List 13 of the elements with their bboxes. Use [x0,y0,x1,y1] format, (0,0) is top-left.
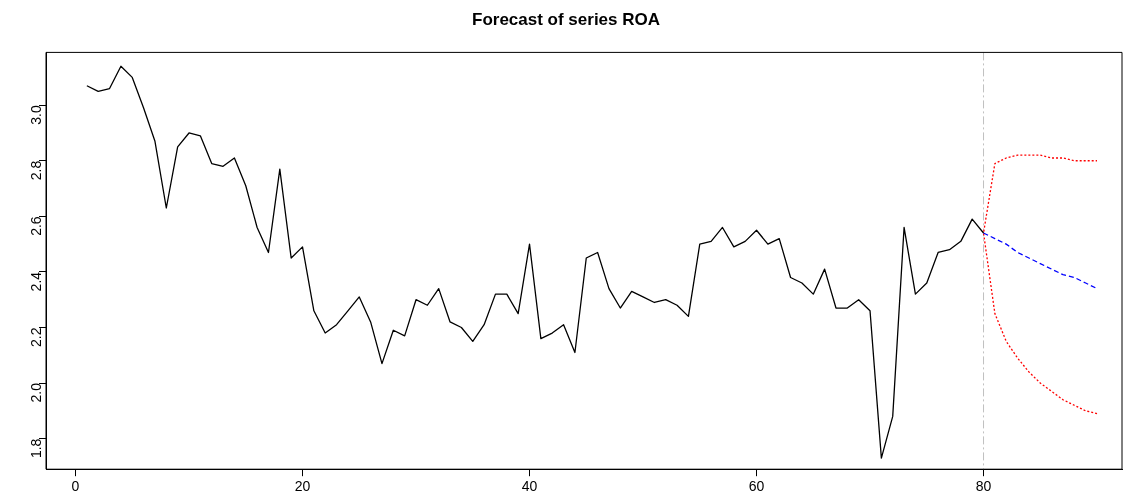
y-tick-label: 2.0 [27,382,44,403]
x-tick-label: 80 [975,478,992,495]
x-tick-label: 20 [294,478,311,495]
y-tick-label: 2.6 [27,216,44,236]
y-tick-label: 2.8 [27,160,44,181]
x-tick-label: 0 [71,478,80,495]
y-tick-label: 1.8 [27,438,44,459]
y-tick-label: 2.4 [27,271,44,292]
y-tick-label: 2.2 [27,327,44,347]
chart-title: Forecast of series ROA [471,9,661,29]
x-tick-label: 40 [521,478,538,495]
x-tick-label: 60 [748,478,765,495]
y-tick-label: 3.0 [27,104,44,125]
